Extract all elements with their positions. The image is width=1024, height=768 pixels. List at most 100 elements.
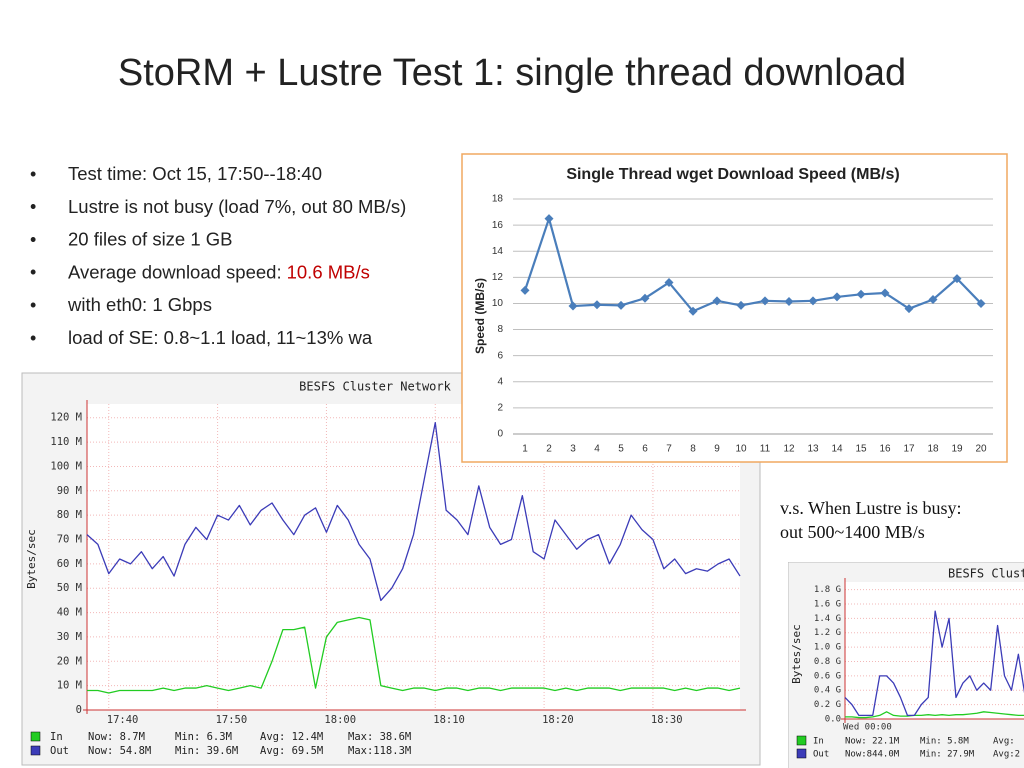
y-tick-label: 1.6 G (814, 599, 841, 609)
x-tick-label: 8 (690, 444, 696, 455)
legend-swatch (796, 748, 807, 759)
chart-title: BESFS Cluster Network (299, 380, 451, 394)
y-tick-label: 60 M (57, 558, 82, 570)
y-tick-label: 0.0 (825, 715, 841, 725)
x-tick-label: 7 (666, 444, 672, 455)
legend-label: In (50, 731, 63, 743)
y-tick-label: 8 (497, 324, 503, 335)
y-tick-label: 1.4 G (814, 614, 841, 624)
y-tick-label: 14 (492, 246, 504, 257)
y-tick-label: 70 M (57, 534, 82, 546)
x-tick-label: 16 (879, 444, 891, 455)
y-tick-label: 0 (76, 704, 82, 716)
x-tick-label: 6 (642, 444, 648, 455)
data-point (712, 296, 722, 306)
legend-label: Out (813, 750, 829, 760)
y-tick-label: 120 M (50, 412, 82, 424)
y-tick-label: 0.4 G (814, 686, 841, 696)
bullet-text: Test time: Oct 15, 17:50--18:40 (68, 163, 322, 184)
y-tick-label: 2 (497, 403, 503, 414)
data-point (760, 296, 770, 306)
bullet-dot: • (30, 164, 36, 184)
legend-stat: Now: 22.1M (845, 737, 900, 747)
x-tick-label: 17:40 (107, 714, 139, 726)
bullet-text: with eth0: 1 Gbps (67, 294, 212, 315)
note: v.s. When Lustre is busy: (780, 498, 962, 518)
y-tick-label: 1.2 G (814, 628, 841, 638)
bullet-text: Lustre is not busy (load 7%, out 80 MB/s… (68, 196, 406, 217)
x-tick-label: 2 (546, 444, 552, 455)
x-tick-label: 17:50 (216, 714, 248, 726)
y-tick-label: 1.0 G (814, 643, 841, 653)
y-tick-label: 10 (492, 298, 504, 309)
x-tick-label: Wed 00:00 (843, 723, 892, 733)
bullet: Average download speed: 10.6 MB/s (68, 261, 370, 282)
legend-stat: Min: 5.8M (920, 737, 969, 747)
x-tick-label: 4 (594, 444, 600, 455)
data-point (976, 298, 986, 308)
y-tick-label: 0 (497, 429, 503, 440)
x-tick-label: 13 (807, 444, 819, 455)
x-tick-label: 18 (927, 444, 939, 455)
legend-swatch (30, 745, 41, 756)
y-tick-label: 30 M (57, 631, 82, 643)
x-tick-label: 18:00 (324, 714, 356, 726)
y-tick-label: 6 (497, 350, 503, 361)
bullet: Test time: Oct 15, 17:50--18:40 (68, 163, 322, 184)
slide-title: StoRM + Lustre Test 1: single thread dow… (118, 52, 906, 94)
legend-stat: Min: 39.6M (175, 745, 238, 757)
y-tick-label: 1.8 G (814, 585, 841, 595)
bullet-dot: • (30, 229, 36, 249)
legend-stat: Min: 6.3M (175, 731, 232, 743)
legend-stat: Avg:2 (993, 750, 1020, 760)
series-line (844, 610, 1024, 717)
x-tick-label: 3 (570, 444, 576, 455)
y-tick-label: 18 (492, 194, 504, 205)
x-tick-label: 18:10 (433, 714, 465, 726)
data-point (880, 288, 890, 298)
chart-frame (461, 153, 1008, 463)
series-line (87, 616, 741, 694)
y-tick-label: 0.6 G (814, 671, 841, 681)
note: out 500~1400 MB/s (780, 522, 925, 542)
x-tick-label: 20 (975, 444, 987, 455)
x-tick-label: 10 (735, 444, 747, 455)
legend-stat: Max:118.3M (348, 745, 411, 757)
y-tick-label: 0.8 G (814, 657, 841, 667)
legend-stat: Avg: 69.5M (260, 745, 323, 757)
x-tick-label: 9 (714, 444, 720, 455)
y-tick-label: 50 M (57, 582, 82, 594)
y-axis-label: Bytes/sec (790, 624, 803, 684)
data-point (904, 304, 914, 314)
x-tick-label: 5 (618, 444, 624, 455)
y-tick-label: 40 M (57, 607, 82, 619)
legend-stat: Max: 38.6M (348, 731, 411, 743)
data-point (832, 292, 842, 302)
y-tick-label: 4 (497, 376, 503, 387)
bullet: with eth0: 1 Gbps (67, 294, 212, 315)
series-line (845, 711, 1024, 719)
y-axis-label: Speed (MB/s) (473, 278, 487, 354)
data-point (808, 296, 818, 306)
x-tick-label: 12 (783, 444, 795, 455)
data-point (616, 300, 626, 310)
bullet-text: 10.6 MB/s (287, 261, 370, 282)
data-point (928, 295, 938, 305)
y-tick-label: 110 M (50, 436, 82, 448)
bullet-text: Average download speed: (68, 261, 282, 282)
y-tick-label: 10 M (57, 680, 82, 692)
y-tick-label: 90 M (57, 485, 82, 497)
x-tick-label: 17 (903, 444, 915, 455)
y-tick-label: 16 (492, 220, 504, 231)
bullet: 20 files of size 1 GB (68, 228, 233, 249)
y-tick-label: 100 M (50, 460, 82, 472)
legend-label: Out (50, 745, 69, 757)
legend-stat: Now: 8.7M (88, 731, 145, 743)
y-tick-label: 12 (492, 272, 504, 283)
data-point (736, 300, 746, 310)
plot-area (845, 582, 1024, 719)
data-point (544, 214, 554, 224)
legend-swatch (30, 731, 41, 742)
y-tick-label: 80 M (57, 509, 82, 521)
legend-stat: Now: 54.8M (88, 745, 151, 757)
